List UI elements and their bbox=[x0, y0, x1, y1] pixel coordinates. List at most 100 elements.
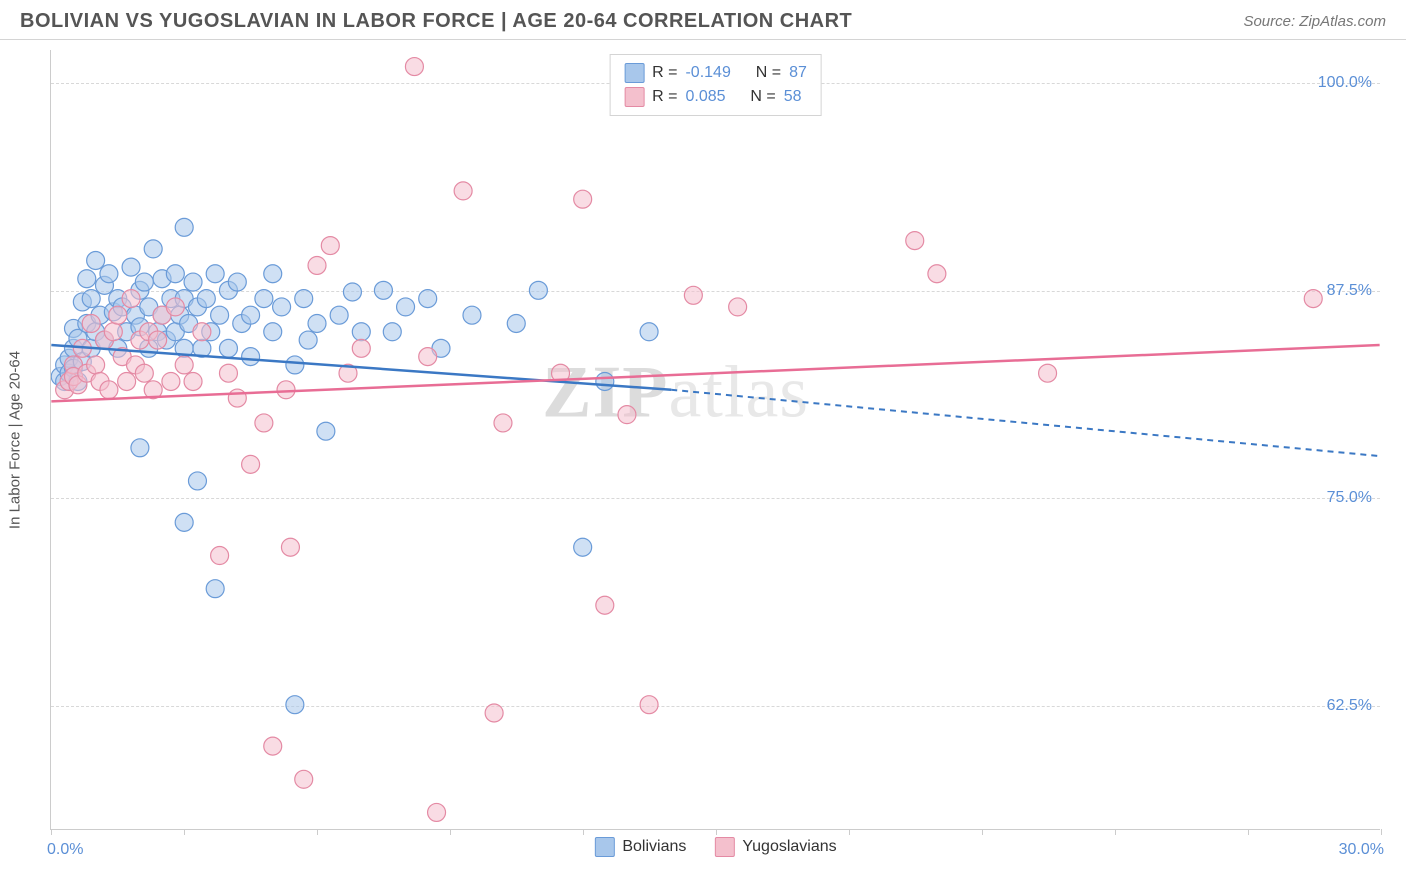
x-tick-mark bbox=[317, 829, 318, 835]
data-point-bolivians bbox=[188, 472, 206, 490]
data-point-yugoslavians bbox=[295, 770, 313, 788]
data-point-bolivians bbox=[144, 240, 162, 258]
data-point-yugoslavians bbox=[242, 455, 260, 473]
data-point-bolivians bbox=[295, 290, 313, 308]
data-point-yugoslavians bbox=[109, 306, 127, 324]
data-point-bolivians bbox=[507, 314, 525, 332]
data-point-yugoslavians bbox=[184, 373, 202, 391]
data-point-bolivians bbox=[299, 331, 317, 349]
data-point-bolivians bbox=[100, 265, 118, 283]
x-axis-max-label: 30.0% bbox=[1339, 841, 1384, 859]
data-point-bolivians bbox=[87, 252, 105, 270]
legend-n-value-yugoslavians: 58 bbox=[784, 85, 802, 109]
data-point-bolivians bbox=[574, 538, 592, 556]
x-tick-mark bbox=[450, 829, 451, 835]
data-point-bolivians bbox=[219, 339, 237, 357]
data-point-bolivians bbox=[419, 290, 437, 308]
legend-swatch-yugoslavians bbox=[714, 837, 734, 857]
x-tick-mark bbox=[51, 829, 52, 835]
data-point-yugoslavians bbox=[118, 373, 136, 391]
data-point-yugoslavians bbox=[729, 298, 747, 316]
data-point-yugoslavians bbox=[87, 356, 105, 374]
data-point-bolivians bbox=[596, 373, 614, 391]
data-point-yugoslavians bbox=[684, 286, 702, 304]
data-point-yugoslavians bbox=[1304, 290, 1322, 308]
data-point-bolivians bbox=[273, 298, 291, 316]
data-point-bolivians bbox=[374, 281, 392, 299]
data-point-yugoslavians bbox=[281, 538, 299, 556]
data-point-bolivians bbox=[78, 270, 96, 288]
legend-n-label: N = bbox=[756, 61, 781, 85]
data-point-bolivians bbox=[135, 273, 153, 291]
data-point-yugoslavians bbox=[82, 314, 100, 332]
data-point-yugoslavians bbox=[618, 406, 636, 424]
data-point-yugoslavians bbox=[640, 696, 658, 714]
data-point-bolivians bbox=[308, 314, 326, 332]
legend-stats: R = -0.149 N = 87 R = 0.085 N = 58 bbox=[609, 54, 822, 116]
data-point-bolivians bbox=[330, 306, 348, 324]
data-point-yugoslavians bbox=[574, 190, 592, 208]
legend-swatch-bolivians bbox=[594, 837, 614, 857]
data-point-bolivians bbox=[255, 290, 273, 308]
data-point-yugoslavians bbox=[255, 414, 273, 432]
data-point-bolivians bbox=[228, 273, 246, 291]
data-point-bolivians bbox=[529, 281, 547, 299]
data-point-bolivians bbox=[286, 356, 304, 374]
data-point-bolivians bbox=[197, 290, 215, 308]
legend-label-yugoslavians: Yugoslavians bbox=[742, 838, 836, 856]
data-point-yugoslavians bbox=[219, 364, 237, 382]
y-axis-title: In Labor Force | Age 20-64 bbox=[7, 350, 24, 528]
data-point-yugoslavians bbox=[485, 704, 503, 722]
data-point-bolivians bbox=[640, 323, 658, 341]
data-point-bolivians bbox=[211, 306, 229, 324]
data-point-yugoslavians bbox=[228, 389, 246, 407]
data-point-bolivians bbox=[242, 306, 260, 324]
data-point-bolivians bbox=[383, 323, 401, 341]
x-tick-mark bbox=[1381, 829, 1382, 835]
data-point-yugoslavians bbox=[122, 290, 140, 308]
legend-label-bolivians: Bolivians bbox=[622, 838, 686, 856]
data-point-yugoslavians bbox=[352, 339, 370, 357]
scatter-plot-svg bbox=[51, 50, 1380, 829]
data-point-bolivians bbox=[343, 283, 361, 301]
data-point-yugoslavians bbox=[405, 58, 423, 76]
data-point-yugoslavians bbox=[104, 323, 122, 341]
data-point-bolivians bbox=[175, 218, 193, 236]
data-point-yugoslavians bbox=[454, 182, 472, 200]
legend-entry-yugoslavians: Yugoslavians bbox=[714, 837, 836, 857]
data-point-yugoslavians bbox=[175, 356, 193, 374]
chart-area: ZIPatlas In Labor Force | Age 20-64 100.… bbox=[50, 50, 1380, 830]
data-point-yugoslavians bbox=[264, 737, 282, 755]
legend-series: Bolivians Yugoslavians bbox=[594, 837, 836, 857]
data-point-yugoslavians bbox=[596, 596, 614, 614]
legend-swatch-yugoslavians bbox=[624, 87, 644, 107]
x-tick-mark bbox=[583, 829, 584, 835]
legend-stats-row: R = 0.085 N = 58 bbox=[624, 85, 807, 109]
data-point-bolivians bbox=[352, 323, 370, 341]
data-point-yugoslavians bbox=[1039, 364, 1057, 382]
x-tick-mark bbox=[716, 829, 717, 835]
data-point-bolivians bbox=[184, 273, 202, 291]
data-point-yugoslavians bbox=[149, 331, 167, 349]
x-tick-mark bbox=[1115, 829, 1116, 835]
data-point-bolivians bbox=[286, 696, 304, 714]
legend-r-label: R = bbox=[652, 61, 677, 85]
data-point-yugoslavians bbox=[428, 803, 446, 821]
data-point-yugoslavians bbox=[100, 381, 118, 399]
legend-r-label: R = bbox=[652, 85, 677, 109]
x-axis-min-label: 0.0% bbox=[47, 841, 83, 859]
data-point-bolivians bbox=[206, 265, 224, 283]
trendline-dash-bolivians bbox=[671, 390, 1379, 456]
x-tick-mark bbox=[982, 829, 983, 835]
data-point-bolivians bbox=[206, 580, 224, 598]
legend-stats-row: R = -0.149 N = 87 bbox=[624, 61, 807, 85]
data-point-yugoslavians bbox=[308, 256, 326, 274]
data-point-bolivians bbox=[166, 265, 184, 283]
data-point-yugoslavians bbox=[193, 323, 211, 341]
chart-source: Source: ZipAtlas.com bbox=[1243, 13, 1386, 30]
data-point-bolivians bbox=[317, 422, 335, 440]
legend-n-value-bolivians: 87 bbox=[789, 61, 807, 85]
chart-title: BOLIVIAN VS YUGOSLAVIAN IN LABOR FORCE |… bbox=[20, 10, 852, 33]
legend-n-label: N = bbox=[750, 85, 775, 109]
x-tick-mark bbox=[849, 829, 850, 835]
